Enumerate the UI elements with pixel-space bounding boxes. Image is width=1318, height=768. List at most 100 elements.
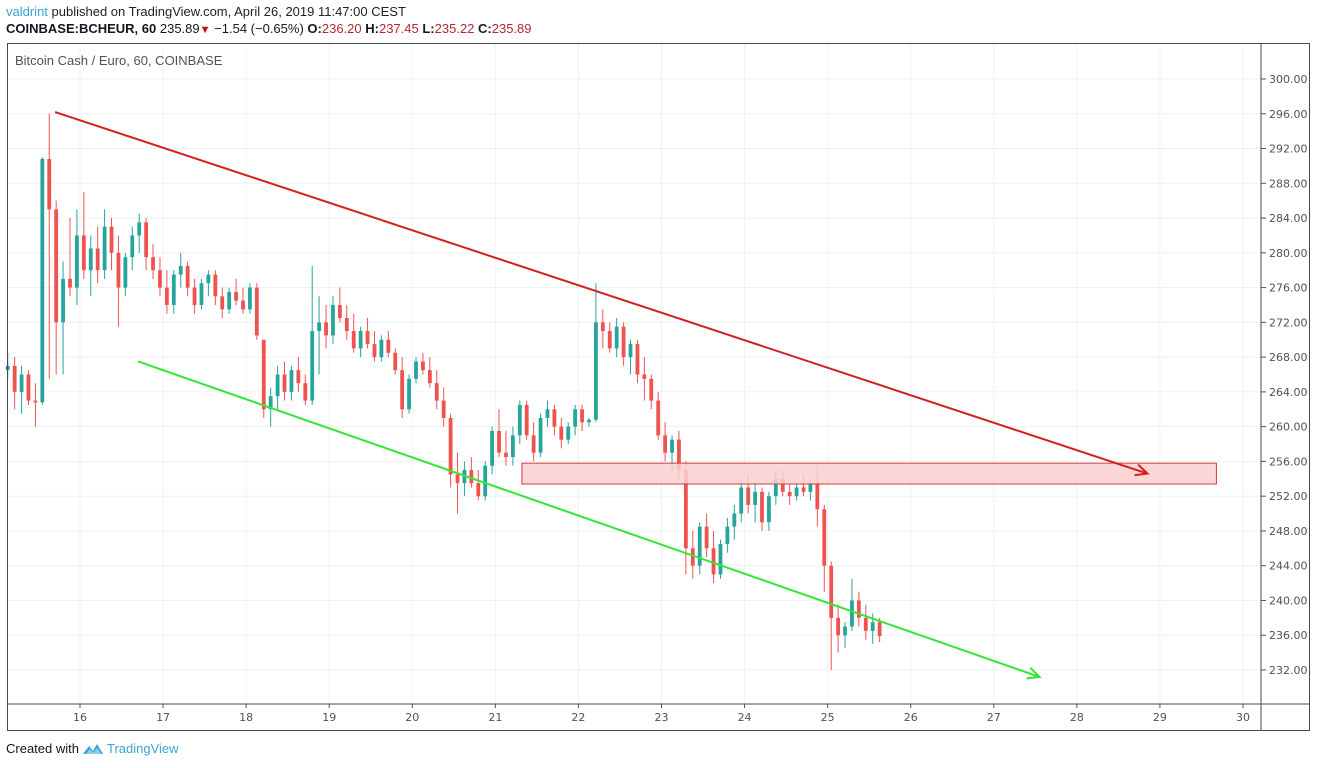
support-trendline[interactable]	[137, 360, 1040, 678]
candle	[767, 496, 771, 523]
candle	[863, 617, 868, 631]
candle	[227, 291, 232, 310]
candle	[26, 374, 31, 401]
chart-axes: 300.00 296.00 292.00 288.00 284.00 280.00 276.…	[7, 43, 1310, 731]
candle	[448, 417, 453, 475]
time-axis-label: 28	[1070, 711, 1084, 724]
publisher-username[interactable]: valdrint	[6, 4, 48, 19]
candle	[54, 209, 59, 323]
candle	[877, 622, 882, 637]
candle	[33, 400, 38, 403]
candle	[594, 322, 598, 420]
resistance-zone-rectangle[interactable]	[521, 462, 1217, 485]
candle	[794, 487, 799, 497]
candle	[144, 222, 149, 258]
candle	[178, 265, 183, 275]
candle	[61, 278, 65, 323]
candle	[47, 158, 52, 210]
tradingview-logo-icon	[82, 743, 103, 754]
time-axis-label: 25	[821, 711, 835, 724]
candle	[704, 526, 709, 549]
time-axis-label: 18	[239, 711, 253, 724]
candle	[220, 296, 225, 310]
candle	[324, 322, 328, 336]
candle	[151, 257, 155, 271]
candle	[317, 322, 322, 332]
candle	[379, 339, 384, 358]
time-axis-label: 20	[405, 711, 419, 724]
candle	[614, 326, 619, 349]
candle	[510, 435, 515, 458]
candle	[372, 344, 377, 358]
time-axis-label: 30	[1236, 711, 1250, 724]
candle	[870, 622, 875, 631]
candle	[815, 483, 820, 510]
candle	[504, 452, 508, 458]
candle	[365, 331, 370, 345]
candle	[483, 465, 488, 497]
candle	[164, 287, 169, 305]
candle	[718, 543, 723, 575]
candle	[109, 226, 114, 253]
candle	[158, 270, 162, 288]
candle	[455, 474, 460, 484]
candle	[649, 378, 654, 401]
candle	[656, 400, 661, 436]
published-text: published on TradingView.com, April 26, …	[47, 4, 406, 19]
time-axis-label: 23	[655, 711, 669, 724]
candle	[268, 396, 273, 410]
price-axis-label: 236.00	[1269, 629, 1308, 642]
price-axis-label: 300.00	[1269, 73, 1308, 86]
candle	[545, 409, 550, 418]
resistance-trendline[interactable]	[54, 111, 1148, 475]
price-axis-label: 248.00	[1269, 525, 1308, 538]
drawing-annotations[interactable]	[54, 111, 1217, 680]
candle	[123, 257, 128, 288]
candle	[213, 274, 218, 297]
candle	[386, 339, 391, 353]
candle	[538, 417, 543, 453]
symbol-info-bar: COINBASE:BCHEUR, 60 235.89▼ −1.54 (−0.65…	[6, 21, 532, 36]
price-axis-label: 296.00	[1269, 108, 1308, 121]
candle	[607, 331, 612, 349]
candle	[282, 374, 287, 392]
chart-grid	[8, 44, 1261, 704]
candle	[677, 439, 681, 471]
candle	[337, 304, 342, 319]
candle	[732, 513, 737, 527]
candle	[19, 374, 24, 392]
candle	[248, 287, 252, 310]
price-axis-label: 260.00	[1269, 421, 1308, 434]
price-axis-label: 284.00	[1269, 212, 1308, 225]
chart-title: Bitcoin Cash / Euro, 60, COINBASE	[15, 53, 223, 68]
candle	[261, 339, 266, 410]
candle	[427, 370, 432, 384]
price-axis-label: 264.00	[1269, 386, 1308, 399]
price-axis-label: 292.00	[1269, 143, 1308, 156]
price-axis-label: 276.00	[1269, 282, 1308, 295]
price-axis-label: 268.00	[1269, 351, 1308, 364]
candle	[566, 426, 571, 440]
time-axis-label: 27	[987, 711, 1001, 724]
candle	[81, 235, 86, 271]
candle	[829, 565, 834, 618]
candle	[573, 409, 578, 427]
candle	[137, 222, 142, 236]
candle	[344, 318, 349, 332]
symbol-label: COINBASE:BCHEUR, 60	[6, 21, 157, 36]
high-label: H:	[365, 21, 379, 36]
tradingview-brand-link[interactable]: TradingView	[106, 741, 179, 756]
price-axis-label: 252.00	[1269, 490, 1308, 503]
time-axis-label: 29	[1153, 711, 1167, 724]
candle	[635, 344, 640, 375]
candle	[407, 378, 411, 410]
candle	[303, 383, 308, 401]
candle	[241, 300, 245, 310]
candle	[497, 430, 501, 453]
price-change: −1.54 (−0.65%)	[214, 21, 304, 36]
candle	[171, 274, 176, 305]
time-axis-label: 26	[904, 711, 918, 724]
time-axis-label: 17	[156, 711, 170, 724]
candle	[185, 265, 190, 288]
